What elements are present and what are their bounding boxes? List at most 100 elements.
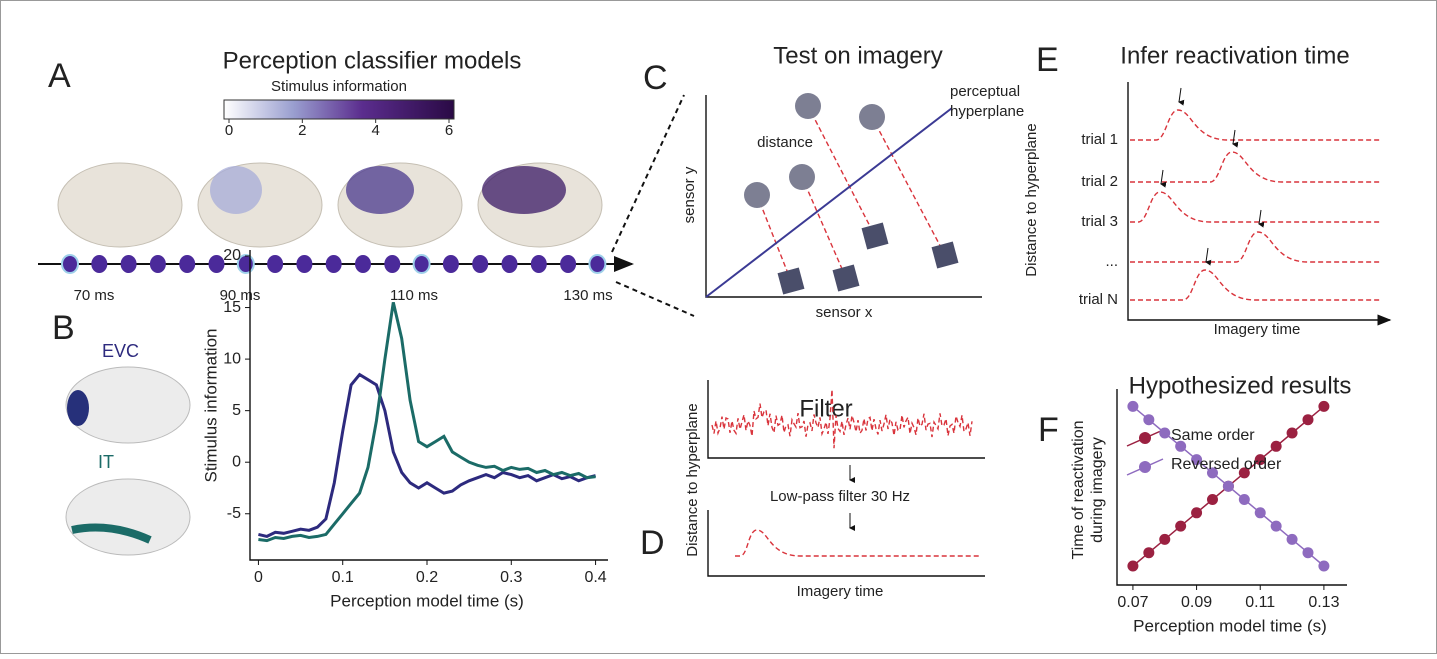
axis-label: sensor y xyxy=(681,166,698,223)
arrow xyxy=(1258,209,1265,228)
arrow xyxy=(1205,247,1212,266)
time-label: 70 ms xyxy=(74,287,115,304)
timeline-dot xyxy=(501,255,518,273)
trial-signal xyxy=(1130,191,1380,223)
timeline-dot xyxy=(91,255,108,273)
y-tick-label: 0 xyxy=(232,453,241,470)
timeline-dots xyxy=(61,254,607,274)
trial-label: ... xyxy=(1105,253,1118,270)
timeline-dot xyxy=(61,254,79,274)
trial-label: trial 1 xyxy=(1081,131,1118,148)
axes xyxy=(1127,82,1392,326)
x-axis-label: Perception model time (s) xyxy=(330,591,524,610)
time-label: 110 ms xyxy=(390,287,438,304)
brain xyxy=(65,366,191,556)
timeline-dot xyxy=(355,255,371,273)
x-tick-label: 0.09 xyxy=(1181,594,1212,611)
distance-lines xyxy=(756,105,946,282)
point xyxy=(1254,507,1266,519)
point xyxy=(1127,560,1139,572)
axis-label: sensor x xyxy=(816,304,873,321)
colorbar-tick-label: 6 xyxy=(445,122,453,139)
trial-signal xyxy=(1130,109,1380,141)
legend-marker xyxy=(1139,461,1151,473)
legend-label: Same order xyxy=(1171,427,1255,444)
trial-label: trial 3 xyxy=(1081,213,1118,230)
point xyxy=(1175,520,1187,532)
panel-letter: E xyxy=(1036,41,1059,79)
panel-letter: B xyxy=(52,309,75,347)
timeline-dot xyxy=(149,255,166,273)
colorbar-tick-label: 0 xyxy=(225,122,233,139)
chart-title: Hypothesized results xyxy=(1129,372,1352,399)
x-tick-label: 0.13 xyxy=(1308,594,1339,611)
x-axis-label: Perception model time (s) xyxy=(1133,616,1327,635)
point xyxy=(1238,467,1250,479)
trial-label: trial 2 xyxy=(1081,173,1118,190)
point xyxy=(1286,533,1298,545)
axis-label: Imagery time xyxy=(797,583,884,600)
hyperplane-label: perceptual xyxy=(950,83,1020,100)
point xyxy=(1159,533,1171,545)
trial-signal xyxy=(1130,269,1380,301)
point xyxy=(1191,507,1203,519)
point xyxy=(1143,547,1155,559)
x-tick-label: 0.11 xyxy=(1245,594,1275,611)
point xyxy=(1318,400,1330,412)
timeline-dot xyxy=(208,255,225,273)
distance-label: distance xyxy=(757,134,813,151)
legend-marker xyxy=(1139,432,1151,444)
axes xyxy=(1116,389,1347,586)
arrow xyxy=(1178,87,1185,106)
point xyxy=(1318,560,1330,572)
timeline-dot xyxy=(560,255,577,273)
panel-letter: F xyxy=(1038,411,1059,449)
timeline-dot xyxy=(325,255,342,273)
arrow xyxy=(1160,169,1167,188)
point xyxy=(1270,520,1282,532)
point xyxy=(1191,454,1203,466)
filter-label: Low-pass filter 30 Hz xyxy=(770,488,910,505)
trial-signal xyxy=(1130,151,1380,183)
y-tick-label: 5 xyxy=(232,402,241,419)
line xyxy=(258,372,596,538)
timeline-dot xyxy=(588,254,607,274)
point xyxy=(1254,454,1266,466)
axes xyxy=(707,510,985,577)
panel-letter: D xyxy=(640,524,665,562)
panel-letter: C xyxy=(643,59,668,97)
point xyxy=(1127,400,1139,412)
point xyxy=(1270,440,1282,452)
brain xyxy=(57,162,183,248)
point xyxy=(1159,427,1171,439)
colorbar-tick-label: 2 xyxy=(298,122,306,139)
x-tick-label: 0.07 xyxy=(1117,594,1148,611)
trial-label: trial N xyxy=(1079,291,1118,308)
raw-signal xyxy=(711,389,973,449)
timeline-dot xyxy=(384,255,401,273)
y-axis-label: Stimulus information xyxy=(201,328,220,482)
x-tick-label: 0.3 xyxy=(500,569,522,586)
axes xyxy=(249,250,608,561)
timeline-dot xyxy=(296,255,313,273)
point xyxy=(1302,547,1314,559)
filtered-signal xyxy=(735,529,980,557)
legend-label: Reversed order xyxy=(1171,456,1282,473)
point xyxy=(1206,494,1218,505)
timeline-dot xyxy=(267,255,284,273)
trials: trial 1 trial 2 trial 3... trial N xyxy=(1079,87,1380,308)
brain-activation xyxy=(210,166,262,214)
panel-title: Test on imagery xyxy=(773,42,942,69)
point xyxy=(1222,480,1234,492)
y-tick-label: 10 xyxy=(223,350,241,367)
timeline-dot xyxy=(120,255,137,273)
axis-label: Distance to hyperplane xyxy=(1023,123,1040,276)
x-tick-label: 0.1 xyxy=(332,569,354,586)
x-tick-label: 0.4 xyxy=(584,569,606,586)
axes xyxy=(707,380,985,459)
axis-label: Distance to hyperplane xyxy=(684,403,701,556)
axis-label: Imagery time xyxy=(1214,321,1301,338)
point xyxy=(1238,494,1250,505)
y-tick-label: -5 xyxy=(227,505,241,522)
